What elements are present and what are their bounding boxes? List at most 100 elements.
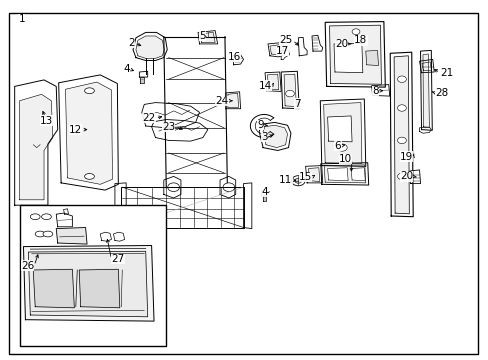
Polygon shape <box>350 168 365 181</box>
Text: 3: 3 <box>261 132 267 142</box>
Text: 27: 27 <box>111 254 124 264</box>
Polygon shape <box>133 32 167 60</box>
Polygon shape <box>267 42 284 57</box>
Polygon shape <box>422 54 428 127</box>
Polygon shape <box>200 32 215 42</box>
Polygon shape <box>261 190 266 196</box>
Polygon shape <box>409 170 420 184</box>
Polygon shape <box>371 85 389 96</box>
Ellipse shape <box>351 29 359 35</box>
Polygon shape <box>136 36 164 58</box>
Polygon shape <box>115 183 126 229</box>
Ellipse shape <box>337 144 346 151</box>
Polygon shape <box>284 74 296 107</box>
Polygon shape <box>232 55 243 65</box>
Polygon shape <box>59 75 118 190</box>
Ellipse shape <box>397 173 406 180</box>
Text: 5: 5 <box>199 31 206 41</box>
Text: 16: 16 <box>227 52 240 62</box>
Ellipse shape <box>35 231 45 237</box>
Text: 8: 8 <box>371 86 378 96</box>
Ellipse shape <box>397 137 406 144</box>
Polygon shape <box>264 72 281 91</box>
Text: 2: 2 <box>127 38 134 48</box>
Polygon shape <box>393 56 408 214</box>
Ellipse shape <box>167 183 179 192</box>
Text: 26: 26 <box>21 261 34 271</box>
Polygon shape <box>28 251 147 317</box>
Polygon shape <box>327 168 347 181</box>
Polygon shape <box>305 166 322 183</box>
Text: 13: 13 <box>40 116 53 126</box>
Text: 24: 24 <box>215 96 228 106</box>
Polygon shape <box>140 77 144 83</box>
Text: 17: 17 <box>275 46 289 56</box>
Text: 23: 23 <box>162 122 175 132</box>
Polygon shape <box>259 122 290 150</box>
Polygon shape <box>421 62 430 71</box>
Polygon shape <box>20 94 53 200</box>
Ellipse shape <box>30 214 40 220</box>
Polygon shape <box>56 228 87 244</box>
Text: 20: 20 <box>399 171 412 181</box>
Text: 22: 22 <box>142 113 155 123</box>
Text: 9: 9 <box>257 120 264 130</box>
Polygon shape <box>320 163 368 185</box>
Polygon shape <box>329 25 381 84</box>
Polygon shape <box>263 125 287 148</box>
Polygon shape <box>298 37 306 56</box>
Ellipse shape <box>291 176 305 186</box>
Text: 11: 11 <box>279 175 292 185</box>
Polygon shape <box>163 176 181 198</box>
Polygon shape <box>324 165 365 183</box>
Ellipse shape <box>285 90 294 97</box>
Polygon shape <box>419 59 433 73</box>
Polygon shape <box>63 209 68 214</box>
Polygon shape <box>56 213 72 227</box>
Polygon shape <box>333 43 362 73</box>
Polygon shape <box>121 187 244 228</box>
Polygon shape <box>311 35 322 51</box>
Polygon shape <box>281 50 289 59</box>
Ellipse shape <box>397 105 406 111</box>
Polygon shape <box>227 93 238 107</box>
Polygon shape <box>139 71 147 77</box>
Ellipse shape <box>41 214 51 220</box>
Polygon shape <box>308 168 319 181</box>
Polygon shape <box>79 269 120 308</box>
Polygon shape <box>243 183 251 229</box>
Polygon shape <box>325 22 385 87</box>
Text: 20: 20 <box>334 39 347 49</box>
Ellipse shape <box>43 231 53 237</box>
Text: 6: 6 <box>334 141 341 151</box>
Text: 21: 21 <box>439 68 452 78</box>
Polygon shape <box>389 52 412 217</box>
Polygon shape <box>320 99 365 166</box>
Text: 15: 15 <box>298 172 311 182</box>
Polygon shape <box>15 80 58 205</box>
Text: 1: 1 <box>19 14 25 24</box>
Text: 19: 19 <box>399 152 412 162</box>
Text: 4: 4 <box>261 186 267 197</box>
Polygon shape <box>419 127 430 133</box>
Polygon shape <box>100 232 111 241</box>
Polygon shape <box>365 50 378 66</box>
Polygon shape <box>23 246 154 321</box>
Polygon shape <box>327 116 351 142</box>
Polygon shape <box>33 269 74 308</box>
Text: 25: 25 <box>279 35 292 45</box>
Ellipse shape <box>223 183 234 192</box>
Bar <box>20 205 166 346</box>
Polygon shape <box>323 103 361 163</box>
Polygon shape <box>113 232 124 241</box>
Ellipse shape <box>294 178 301 183</box>
Polygon shape <box>142 103 199 128</box>
Text: 14: 14 <box>258 81 271 91</box>
Text: 4: 4 <box>122 64 129 74</box>
Text: 28: 28 <box>434 88 447 98</box>
Polygon shape <box>420 50 431 130</box>
Text: 7: 7 <box>293 99 300 109</box>
Polygon shape <box>269 45 281 55</box>
Polygon shape <box>65 82 112 184</box>
Polygon shape <box>220 176 235 198</box>
